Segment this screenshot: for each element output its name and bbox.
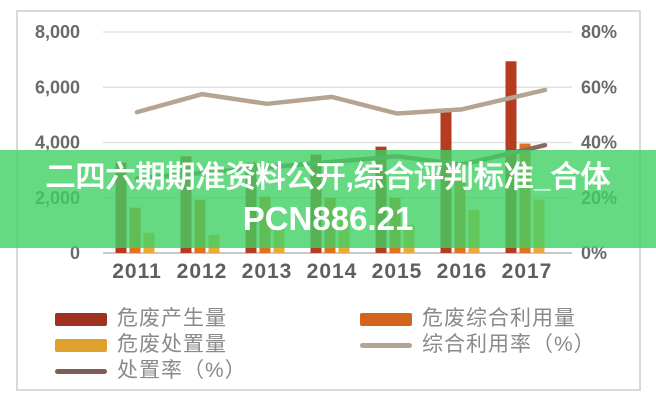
legend-swatch-line <box>360 342 412 348</box>
legend-label: 处置率（%） <box>117 359 247 382</box>
legend-item-right-0: 危废综合利用量 <box>360 306 596 332</box>
legend-swatch-bar <box>55 338 107 352</box>
right-axis-tick-label: 40% <box>581 133 617 153</box>
legend-item-left-0: 危废产生量 <box>55 306 247 332</box>
legend-item-left-2: 处置率（%） <box>55 358 247 384</box>
right-axis-tick-label: 60% <box>581 77 617 97</box>
line-综合利用率（%） <box>134 87 548 116</box>
y-axis-tick-label: 6,000 <box>35 77 80 97</box>
legend-column-left: 危废产生量危废处置量处置率（%） <box>55 306 247 384</box>
x-axis-year-label: 2014 <box>307 260 358 283</box>
legend-label: 综合利用率（%） <box>422 333 596 356</box>
x-axis-year-label: 2015 <box>372 260 423 283</box>
legend-column-right: 危废综合利用量 综合利用率（%） <box>360 306 596 358</box>
legend-swatch-bar <box>55 312 107 326</box>
banner-code: PCN886.21 <box>242 200 414 237</box>
right-axis-tick-label: 80% <box>581 22 617 42</box>
y-axis-tick-label: 0 <box>70 243 80 263</box>
legend-label: 危废处置量 <box>117 333 227 356</box>
legend-swatch-line <box>55 368 107 374</box>
legend-label: 危废综合利用量 <box>422 307 576 330</box>
legend-item-right-1: 综合利用率（%） <box>360 332 596 358</box>
legend-label: 危废产生量 <box>117 307 227 330</box>
right-axis-tick-label: 0% <box>581 243 607 263</box>
overlay-banner: 二四六期期准资料公开,综合评判标准_合体 PCN886.21 <box>0 150 656 248</box>
x-axis-year-label: 2016 <box>437 260 488 283</box>
y-axis-tick-label: 4,000 <box>35 133 80 153</box>
x-axis-year-label: 2017 <box>502 260 553 283</box>
banner-headline: 二四六期期准资料公开,综合评判标准_合体 <box>45 161 611 194</box>
legend-item-left-1: 危废处置量 <box>55 332 247 358</box>
x-axis-year-label: 2013 <box>242 260 293 283</box>
x-axis-year-label: 2012 <box>177 260 228 283</box>
x-axis-year-label: 2011 <box>112 260 162 283</box>
y-axis-tick-label: 8,000 <box>35 22 80 42</box>
legend-swatch-bar <box>360 312 412 326</box>
